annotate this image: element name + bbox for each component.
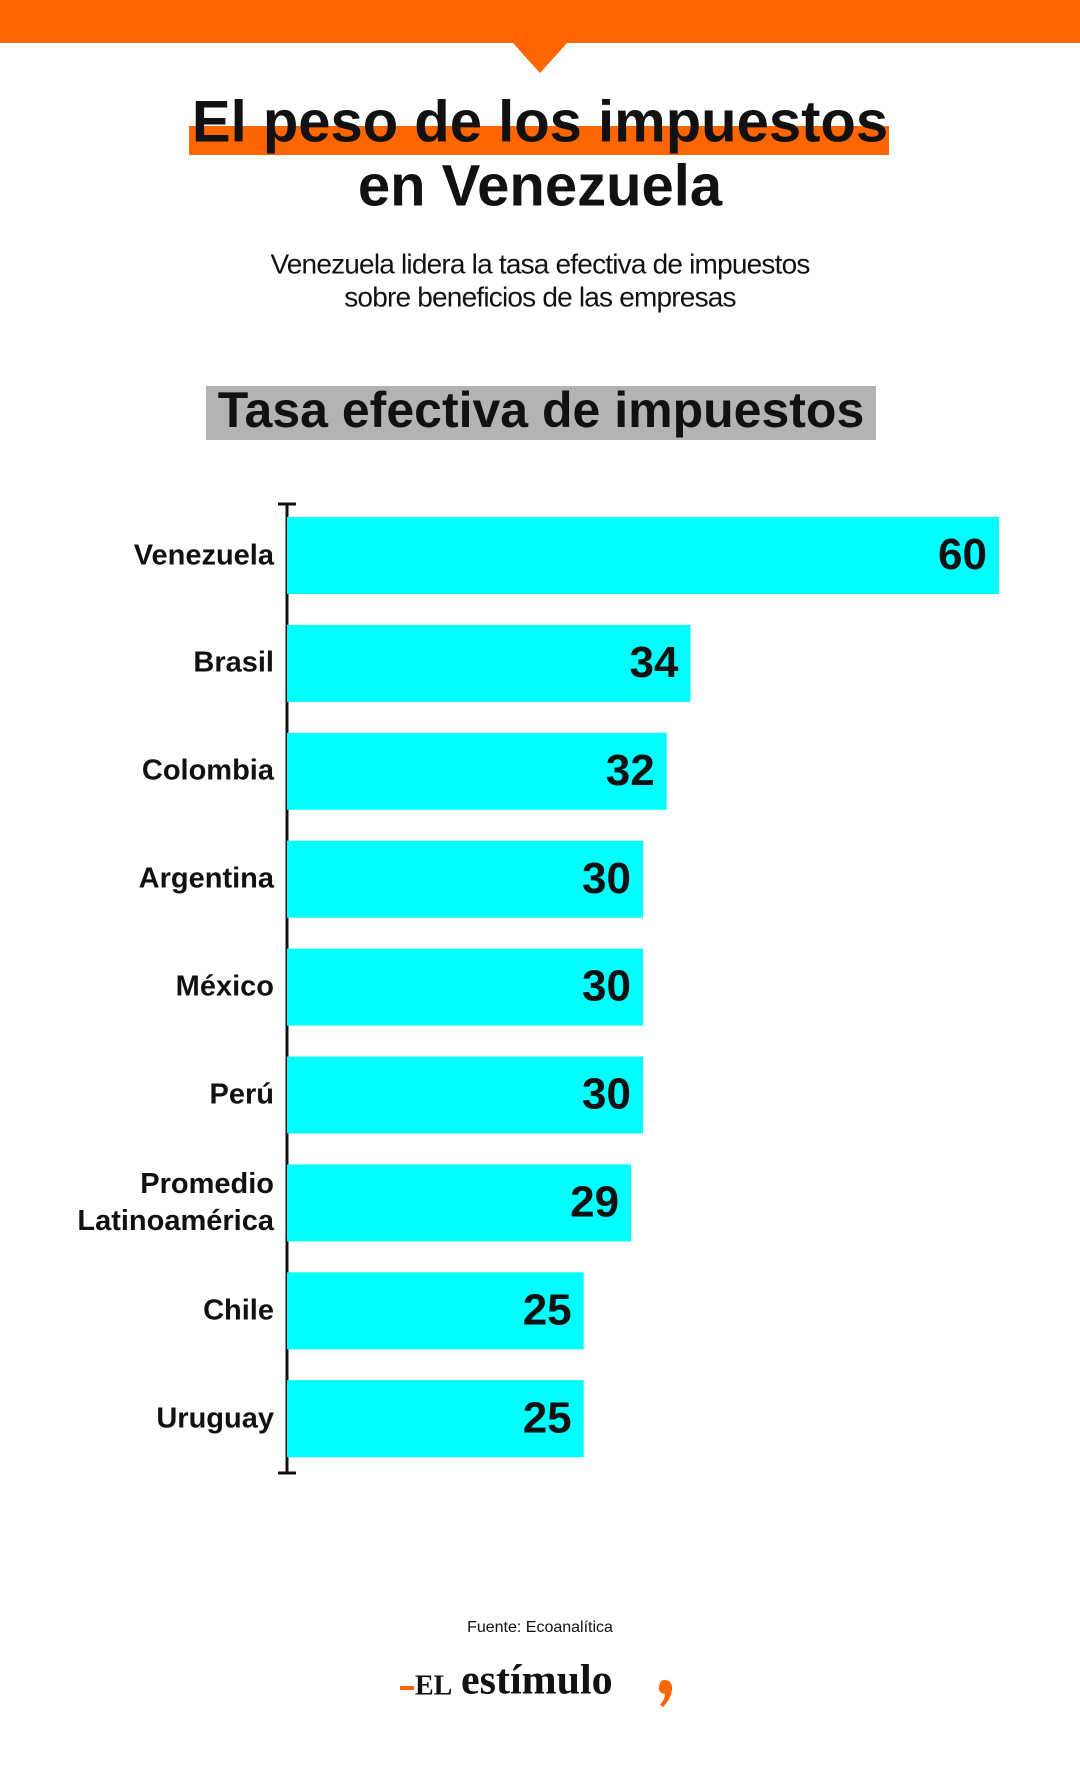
category-label: Venezuela [133,539,274,571]
value-label: 60 [938,530,987,579]
value-label: 29 [570,1178,619,1227]
subtitle-line: Venezuela lidera la tasa efectiva de imp… [270,248,809,279]
bar [287,1164,632,1242]
bar [287,624,691,702]
category-label: Promedio Latinoamérica [77,1167,274,1237]
value-label: 32 [606,746,655,795]
value-label: 25 [523,1393,572,1442]
top-bar [0,0,1080,43]
top-pointer [512,42,568,73]
value-label: 34 [630,638,679,687]
value-label: 30 [582,854,631,903]
bar [287,1056,643,1134]
category-label: Colombia [141,754,274,787]
title-line: en Venezuela [358,153,723,218]
value-label: 25 [523,1285,572,1334]
value-label: 30 [582,962,631,1011]
category-label: Uruguay [156,1402,274,1435]
logo-name: estímulo [461,1658,613,1704]
logo-comma [658,1680,673,1707]
bar [287,1380,584,1458]
category-label: Argentina [138,862,274,895]
bar [287,840,643,918]
bar [287,1272,584,1350]
bar [287,732,667,810]
category-label: Perú [209,1078,274,1111]
bar [287,948,643,1026]
title-line: El peso de los impuestos [192,89,888,154]
category-label: Chile [203,1294,274,1327]
category-label: Brasil [193,646,274,679]
title-highlight [189,126,889,155]
chart-title-box [206,386,876,440]
logo-prefix: EL [415,1670,452,1701]
source: Fuente: Ecoanalítica [467,1619,613,1636]
bar [287,517,999,594]
subtitle-line: sobre beneficios de las empresas [344,281,736,312]
value-label: 30 [582,1070,631,1119]
logo-dash [400,1686,414,1690]
category-label: México [175,970,274,1003]
chart-title: Tasa efectiva de impuestos [218,382,865,438]
